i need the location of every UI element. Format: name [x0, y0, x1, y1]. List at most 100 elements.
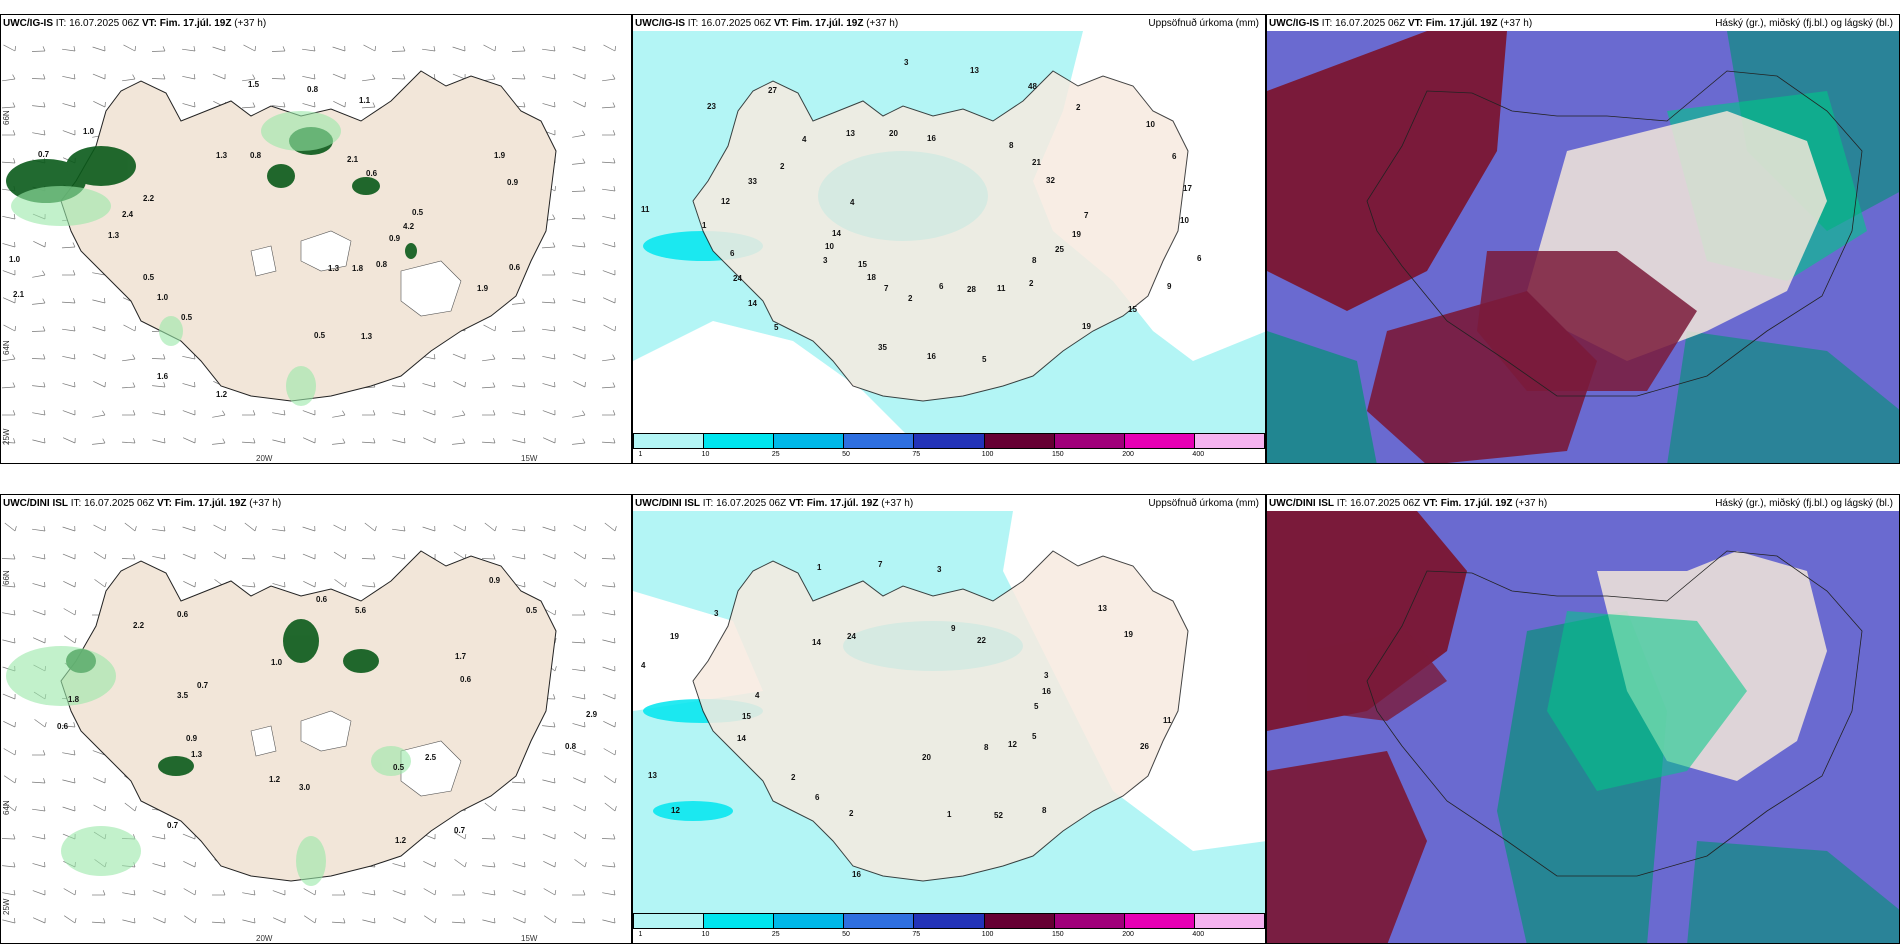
wind-barb	[512, 302, 526, 305]
colorbar-swatch	[704, 434, 775, 448]
wind-barb	[93, 100, 106, 108]
wind-barb	[542, 410, 556, 416]
wind-barb	[34, 719, 46, 728]
map-value-label: 14	[832, 229, 841, 238]
wind-barb	[364, 522, 376, 532]
iceland-land	[60, 550, 557, 882]
map-value-label: 1.0	[271, 658, 283, 667]
wind-barb-flag	[582, 158, 586, 164]
wind-barb	[271, 78, 286, 80]
wind-barb	[242, 892, 256, 896]
map-value-label: 0.5	[412, 208, 424, 217]
wind-barb	[1, 441, 16, 444]
wind-barb-flag	[553, 46, 556, 52]
colorbar-tick: 150	[1051, 931, 1064, 938]
wind-barb-flag	[193, 74, 196, 80]
wind-barb-flag	[553, 694, 556, 700]
precip-light	[6, 646, 411, 886]
map-value-label: 2.5	[425, 753, 437, 762]
wind-barb	[302, 437, 316, 444]
map-value-label: 5	[1032, 732, 1037, 741]
wind-barb-flag	[314, 918, 317, 924]
panel-title: UWC/DINI ISL IT: 16.07.2025 06Z VT: Fim.…	[3, 498, 282, 509]
wind-barb	[484, 802, 496, 812]
lat-label: 64N	[2, 340, 11, 355]
wind-barb	[3, 44, 16, 52]
wind-barb-flag	[252, 410, 256, 416]
wind-barb	[572, 134, 586, 138]
wind-barb-flag	[164, 861, 166, 868]
wind-barb	[62, 328, 76, 332]
map-value-label: 1.0	[83, 127, 95, 136]
wind-barb	[482, 358, 496, 362]
map-value-label: 0.5	[314, 331, 326, 340]
wind-barb	[182, 103, 196, 108]
wind-barb-flag	[313, 74, 316, 80]
wind-barb	[331, 921, 346, 924]
wind-barb	[94, 579, 106, 588]
wind-barb	[481, 838, 496, 840]
wind-barb	[302, 48, 316, 52]
map-value-label: 3	[1044, 671, 1049, 680]
wind-barb-flag	[584, 721, 586, 728]
map-value-label: 3	[937, 565, 942, 574]
wind-barb	[542, 328, 556, 332]
wind-barb	[152, 555, 166, 560]
wind-barb	[332, 46, 346, 52]
colorbar-tick: 10	[701, 451, 710, 458]
wind-barb	[2, 358, 16, 362]
wind-barb	[424, 915, 436, 924]
wind-barb	[272, 528, 286, 532]
wind-barb-flag	[102, 410, 106, 416]
ig-wind-panel: UWC/IG-IS IT: 16.07.2025 06Z VT: Fim. 17…	[0, 14, 632, 464]
wind-barb	[92, 353, 106, 360]
wind-barb	[2, 865, 16, 868]
ig-precip-values: 8626210151619113235272524482833171820151…	[641, 58, 1202, 364]
wind-barb-flag	[582, 130, 586, 136]
map-value-label: 3.0	[299, 783, 311, 792]
map-value-label: 3.5	[177, 691, 189, 700]
map-value-label: 6	[730, 249, 735, 258]
iceland-land	[60, 70, 557, 402]
wind-barb	[92, 750, 106, 756]
wind-barb-flag	[13, 582, 16, 588]
wind-barb-flag	[374, 917, 376, 924]
wind-barb-flag	[492, 410, 496, 416]
iceland-land	[692, 550, 1189, 882]
wind-barb-flag	[104, 297, 106, 304]
wind-barb-flag	[12, 74, 16, 80]
wind-barb-flag	[43, 554, 46, 560]
map-value-label: 9	[1167, 282, 1172, 291]
map-value-label: 5	[1034, 702, 1039, 711]
wind-barb-flag	[43, 382, 46, 388]
wind-barb-flag	[73, 326, 76, 332]
wind-barb-flag	[464, 834, 467, 840]
map-value-label: 16	[852, 870, 861, 879]
wind-barb	[422, 383, 436, 388]
wind-barb-flag	[163, 354, 166, 360]
colorbar-tick: 75	[912, 931, 921, 938]
wind-barb	[602, 215, 616, 220]
wind-barb	[243, 44, 256, 52]
wind-barb	[182, 553, 196, 560]
wind-map: 0.5 1.8 0.5 1.2 0.6 0.8 0.9 5.6 1.2 0.7 0.6 0.7 1.0 2…	[1, 522, 617, 943]
wind-barb	[182, 437, 196, 444]
map-value-label: 6	[815, 793, 820, 802]
wind-barb-flag	[43, 354, 46, 360]
wind-barb-flag	[523, 554, 526, 560]
wind-barb-flag	[553, 354, 556, 360]
wind-barb-flag	[42, 270, 46, 276]
wind-barb	[572, 46, 586, 52]
wind-barb-flag	[582, 610, 586, 616]
wind-barb-flag	[163, 554, 166, 560]
wind-barb	[212, 442, 226, 445]
wind-barb	[454, 859, 466, 868]
wind-barb-flag	[404, 861, 406, 868]
map-value-label: 2.9	[586, 710, 598, 719]
wind-barb	[92, 272, 106, 276]
map-value-label: 0.7	[454, 826, 466, 835]
lon-label: 15W	[521, 454, 538, 463]
wind-barb	[2, 612, 16, 616]
map-value-label: 1.6	[157, 372, 169, 381]
wind-barb-flag	[13, 158, 16, 164]
